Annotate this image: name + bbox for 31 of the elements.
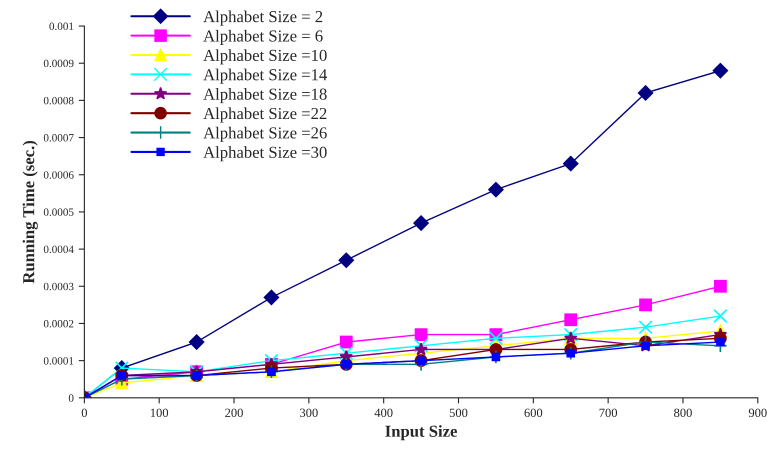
y-tick-label: 0.0001	[44, 357, 74, 365]
legend-label: Alphabet Size = 2	[203, 10, 322, 26]
x-tick-label: 0	[82, 408, 88, 418]
legend-label: Alphabet Size = 6	[203, 30, 323, 45]
x-tick-label: 500	[450, 408, 468, 418]
x-tick-label: 400	[374, 408, 393, 418]
legend-label: Alphabet Size =30	[203, 146, 327, 162]
legend-label: Alphabet Size =10	[203, 49, 327, 64]
y-tick-label: 0.0008	[44, 96, 74, 104]
y-tick-label: 0.0005	[44, 208, 74, 216]
y-tick-label: 0.0006	[44, 171, 74, 179]
legend-label: Alphabet Size =14	[203, 68, 328, 84]
x-tick-label: 100	[150, 408, 168, 418]
x-tick-label: 200	[225, 408, 243, 418]
legend-label: Alphabet Size =18	[203, 88, 327, 104]
y-tick-label: 0	[68, 394, 74, 402]
legend-label: Alphabet Size =22	[203, 107, 326, 123]
y-tick-label: 0.0004	[44, 246, 74, 254]
y-tick-label: 0.0002	[44, 320, 74, 328]
legend-label: Alphabet Size =26	[203, 126, 327, 142]
y-axis-title: Running Time (sec.)	[22, 140, 38, 284]
y-tick-label: 0.0009	[44, 60, 74, 68]
x-tick-label: 600	[524, 408, 542, 418]
x-tick-label: 700	[600, 408, 618, 418]
y-tick-label: 0.001	[49, 22, 74, 30]
x-tick-label: 300	[300, 408, 318, 418]
x-tick-label: 900	[748, 408, 767, 418]
x-axis-title: Input Size	[385, 425, 458, 440]
x-tick-label: 800	[674, 408, 692, 418]
y-tick-label: 0.0007	[44, 134, 74, 142]
y-tick-label: 0.0003	[44, 282, 74, 290]
